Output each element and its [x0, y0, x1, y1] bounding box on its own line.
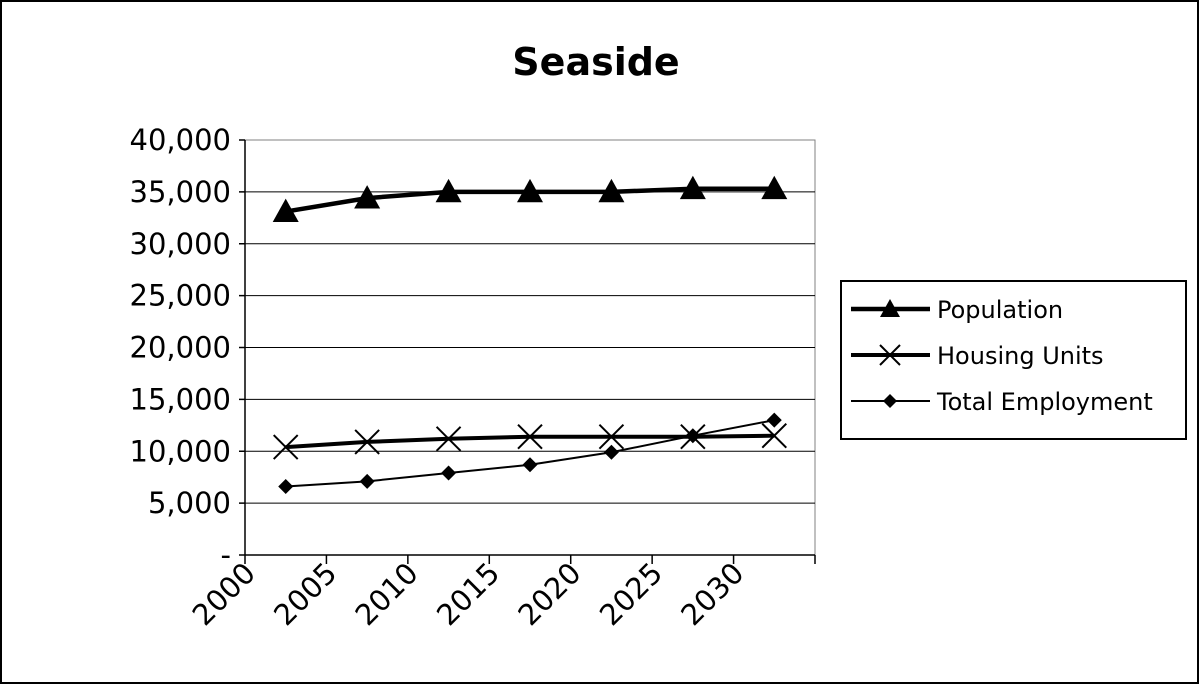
- point-total-employment: [603, 444, 619, 460]
- point-housing-units-stroke: [761, 422, 787, 449]
- point-population: [354, 185, 381, 209]
- point-housing-units-stroke: [273, 434, 299, 460]
- point-housing-units: [273, 434, 299, 460]
- point-population: [598, 178, 625, 203]
- point-housing-units: [761, 422, 787, 449]
- y-tick-label: 5,000: [148, 486, 231, 520]
- legend-marker-housing-units-stroke: [879, 344, 901, 366]
- point-total-employment: [359, 473, 375, 489]
- point-population: [435, 178, 462, 203]
- y-tick-label: 10,000: [130, 434, 231, 468]
- legend-marker-housing-units: [879, 344, 901, 366]
- point-housing-units: [598, 424, 625, 450]
- legend-marker-total-employment: [883, 394, 897, 408]
- point-housing-units: [354, 429, 380, 455]
- point-population: [517, 178, 543, 203]
- point-housing-units: [435, 426, 462, 452]
- point-total-employment: [766, 412, 782, 428]
- point-total-employment: [522, 457, 538, 473]
- point-total-employment: [278, 479, 294, 495]
- point-housing-units-stroke: [354, 429, 380, 455]
- legend-label-housing-units: Housing Units: [937, 342, 1104, 370]
- point-housing-units: [517, 424, 543, 450]
- y-tick-label: 25,000: [130, 279, 231, 313]
- y-tick-label: -: [221, 538, 231, 572]
- legend-label-total-employment: Total Employment: [936, 388, 1153, 416]
- point-population: [272, 198, 299, 222]
- point-housing-units-stroke: [598, 424, 625, 450]
- point-housing-units-stroke: [517, 424, 543, 450]
- legend-marker-population: [880, 299, 900, 317]
- y-tick-label: 15,000: [130, 382, 231, 416]
- grid-layer: [245, 191, 815, 504]
- legend-label-population: Population: [937, 296, 1063, 324]
- y-tick-label: 20,000: [130, 331, 231, 365]
- point-total-employment: [685, 428, 701, 444]
- point-population: [761, 175, 788, 200]
- point-total-employment: [441, 465, 457, 481]
- chart-title: Seaside: [512, 40, 679, 84]
- y-tick-label: 35,000: [130, 175, 231, 209]
- point-housing-units-stroke: [435, 426, 462, 452]
- y-tick-label: 30,000: [130, 227, 231, 261]
- series-layer: [272, 175, 788, 495]
- legend: Population Housing Units Total Employment: [840, 280, 1187, 440]
- point-population: [679, 175, 706, 200]
- y-tick-label: 40,000: [130, 123, 231, 157]
